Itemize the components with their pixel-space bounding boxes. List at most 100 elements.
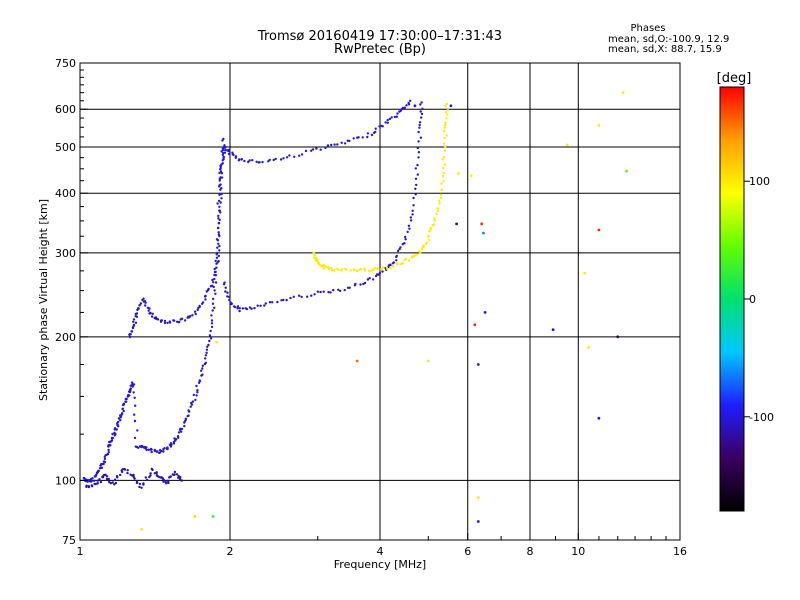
trace-point (221, 153, 224, 157)
trace-point (442, 179, 445, 183)
trace-point (211, 302, 215, 305)
trace-point (178, 477, 182, 481)
trace-point (335, 267, 338, 271)
trace-point (168, 321, 172, 324)
trace-point (219, 170, 223, 173)
trace-point (213, 306, 216, 309)
y-axis-label: Stationary phase Virtual Height [km] (37, 199, 50, 401)
trace-point (404, 235, 407, 239)
trace-point (115, 428, 119, 431)
trace-point (196, 308, 199, 312)
trace-point (417, 130, 420, 134)
trace-point (149, 312, 152, 315)
scatter-point (551, 328, 555, 332)
trace-point (443, 126, 446, 129)
trace-point (172, 319, 175, 322)
trace-point (393, 115, 397, 119)
trace-point (215, 238, 219, 241)
trace-point (130, 330, 133, 333)
trace-point (103, 460, 106, 463)
trace-point (98, 478, 101, 481)
trace-point (217, 185, 221, 188)
x-axis-label: Frequency [MHz] (334, 558, 426, 571)
trace-point (156, 318, 160, 321)
trace-point (138, 482, 142, 486)
trace-point (145, 478, 149, 482)
trace-point (414, 167, 417, 170)
trace-point (412, 196, 415, 200)
trace-point (237, 159, 241, 162)
trace-point (247, 160, 250, 164)
trace-point (133, 419, 137, 423)
trace-point (409, 216, 412, 219)
trace-point (134, 321, 138, 324)
trace-point (137, 446, 140, 449)
trace-point (306, 295, 309, 298)
trace-point (119, 414, 122, 417)
trace-point (132, 318, 136, 321)
scatter-point (211, 515, 215, 518)
trace-point (219, 188, 222, 191)
trace-point (200, 369, 203, 372)
trace-point (166, 321, 169, 325)
trace-point (96, 482, 100, 485)
trace-point (418, 123, 421, 127)
x-tick-label: 4 (377, 545, 384, 558)
trace-point (198, 379, 201, 382)
trace-point (217, 242, 220, 245)
trace-point (444, 111, 448, 114)
trace-point (329, 291, 332, 294)
trace-point (99, 480, 103, 484)
trace-point (209, 329, 212, 333)
trace-point (145, 448, 148, 452)
trace-point (175, 473, 179, 476)
trace-point (255, 160, 258, 163)
trace-point (420, 112, 424, 116)
trace-point (218, 179, 221, 182)
trace-point (279, 158, 283, 161)
trace-point (141, 445, 144, 448)
trace-point (322, 267, 326, 270)
trace-point (404, 257, 408, 261)
trace-point (215, 266, 218, 269)
x-tick-label: 6 (464, 545, 471, 558)
trace-point (190, 401, 193, 405)
trace-point (226, 295, 229, 298)
trace-point (443, 123, 447, 127)
trace-point (327, 267, 331, 271)
trace-point (87, 485, 91, 489)
trace-point (415, 253, 419, 256)
y-tick-label: 100 (55, 474, 76, 487)
trace-point (240, 158, 243, 161)
trace-point (224, 286, 227, 289)
trace-point (337, 268, 340, 271)
trace-point (416, 173, 419, 176)
y-axis-ticks: 75 100 200 300 400 500 600 750 (55, 57, 88, 547)
trace-point (139, 302, 143, 305)
trace-point (357, 136, 360, 139)
trace-point (177, 474, 180, 478)
scatter-point (597, 124, 601, 127)
trace-point (150, 448, 153, 451)
trace-point (150, 315, 154, 318)
trace-point (216, 246, 219, 249)
trace-point (211, 309, 214, 312)
trace-point (401, 106, 405, 110)
trace-point (179, 427, 182, 430)
chart-title: Tromsø 20160419 17:30:00–17:31:43 (257, 29, 502, 44)
trace-point (177, 431, 181, 434)
trace-point (147, 309, 150, 312)
trace-point (226, 291, 229, 294)
trace-point (298, 154, 301, 157)
trace-point (378, 125, 381, 128)
trace-point (371, 268, 375, 272)
trace-point (366, 132, 370, 135)
x-tick-label: 2 (227, 545, 234, 558)
trace-point (268, 301, 272, 304)
trace-point (144, 476, 147, 479)
trace-point (104, 473, 107, 476)
trace-point (380, 268, 383, 271)
trace-point (245, 307, 249, 311)
trace-point (433, 217, 436, 220)
